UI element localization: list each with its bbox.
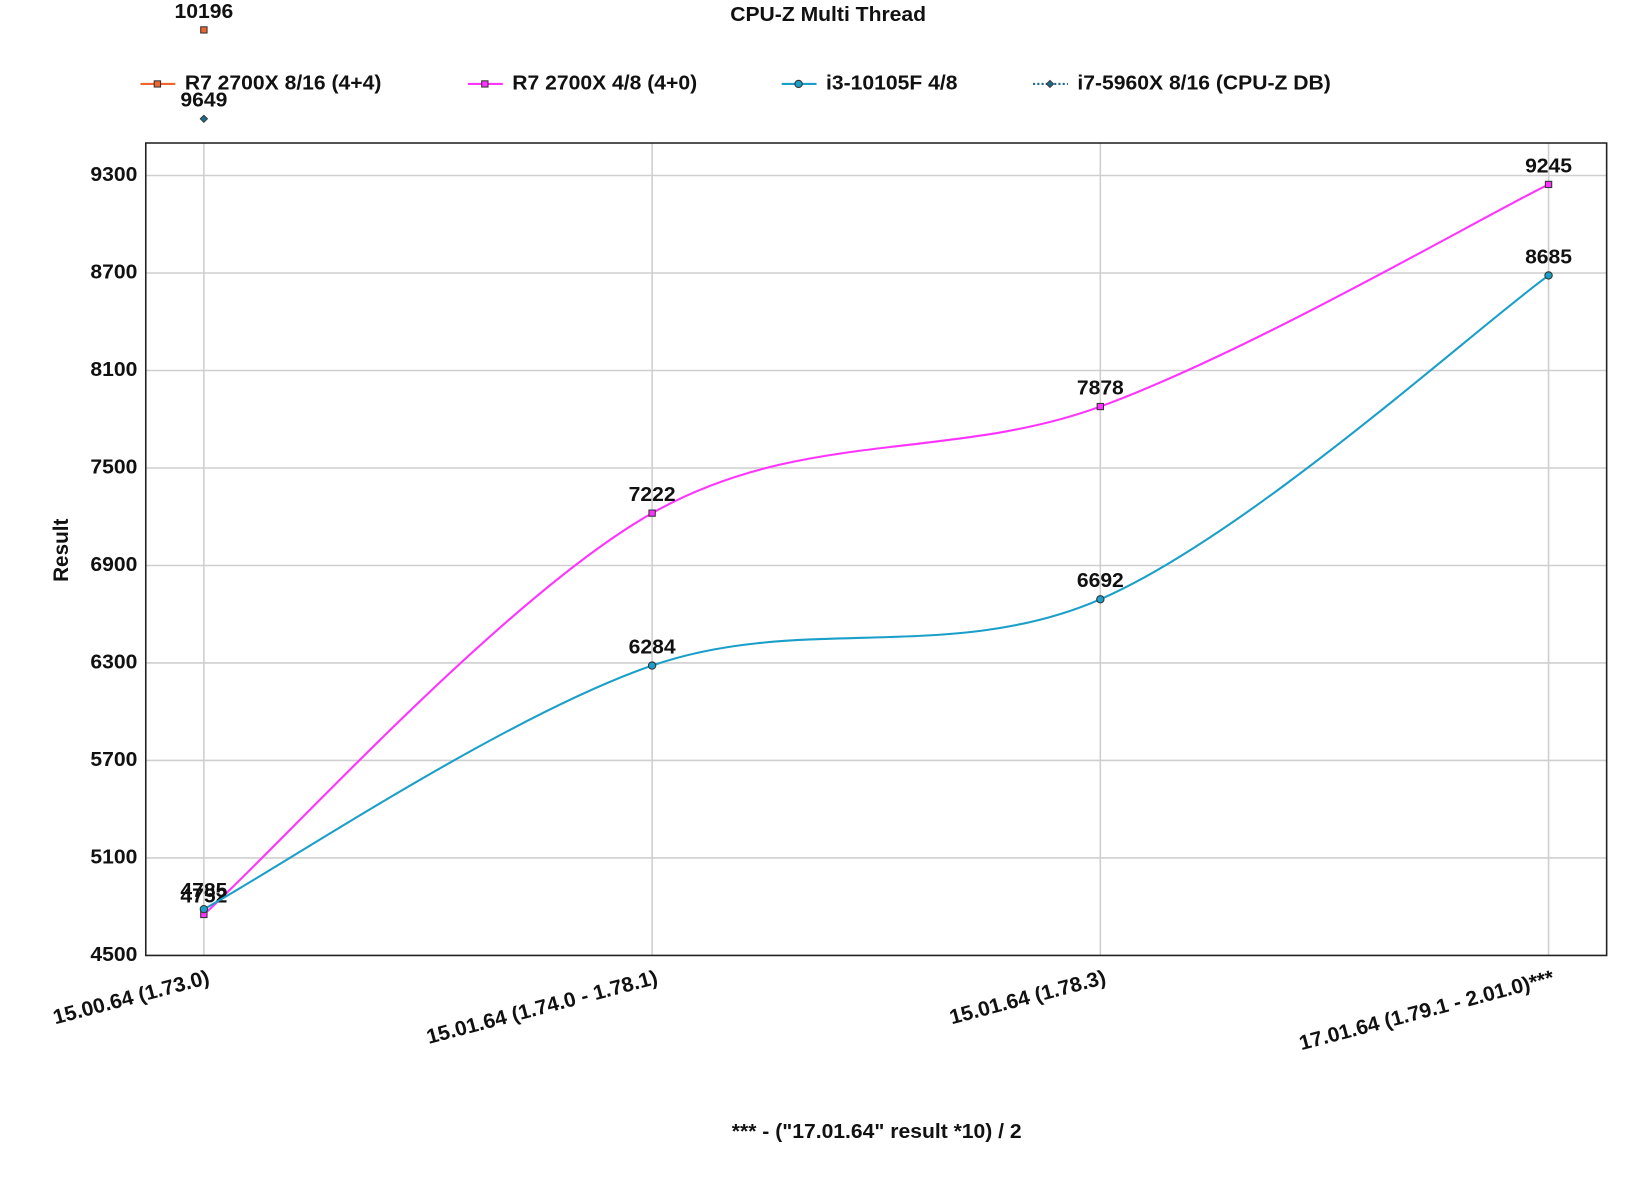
y-tick-label: 8700 bbox=[90, 261, 137, 284]
point bbox=[1544, 271, 1553, 280]
value-label: 10196 bbox=[175, 0, 234, 23]
y-tick-label: 6900 bbox=[90, 553, 137, 576]
footnote: *** - ("17.01.64" result *10) / 2 bbox=[732, 1120, 1022, 1143]
x-tick-label: 15.01.64 (1.74.0 - 1.78.1) bbox=[424, 966, 660, 1048]
y-tick-label: 8100 bbox=[90, 358, 137, 381]
y-tick-label: 5100 bbox=[90, 846, 137, 869]
point bbox=[648, 509, 656, 517]
point bbox=[794, 79, 803, 89]
x-tick-label: 15.01.64 (1.78.3) bbox=[947, 966, 1108, 1029]
y-axis-title: Result bbox=[50, 519, 73, 582]
value-label: 7222 bbox=[629, 483, 676, 506]
point bbox=[481, 80, 489, 88]
legend-label: R7 2700X 8/16 (4+4) bbox=[185, 72, 382, 95]
series-line bbox=[203, 183, 1550, 916]
value-label: 4785 bbox=[180, 879, 227, 902]
value-label: 9245 bbox=[1525, 154, 1572, 177]
point bbox=[199, 114, 209, 124]
y-tick-label: 6300 bbox=[90, 651, 137, 674]
point bbox=[1045, 79, 1055, 89]
point bbox=[1096, 402, 1105, 411]
plot-frame bbox=[144, 142, 1608, 957]
value-label: 6692 bbox=[1077, 569, 1124, 592]
legend-label: i3-10105F 4/8 bbox=[826, 72, 957, 95]
value-label: 7878 bbox=[1077, 377, 1124, 400]
y-tick-label: 4500 bbox=[90, 943, 137, 966]
point bbox=[153, 80, 162, 88]
value-label: 9649 bbox=[180, 89, 227, 112]
y-tick-label: 5700 bbox=[90, 748, 137, 771]
point bbox=[1096, 595, 1105, 604]
legend-label: i7-5960X 8/16 (CPU-Z DB) bbox=[1077, 72, 1330, 95]
point bbox=[647, 661, 657, 670]
y-tick-label: 7500 bbox=[90, 456, 137, 479]
y-tick-label: 9300 bbox=[90, 163, 137, 186]
series-line bbox=[203, 274, 1550, 911]
point bbox=[199, 904, 209, 914]
x-tick-label: 15.00.64 (1.73.0) bbox=[51, 966, 212, 1029]
point bbox=[1544, 180, 1553, 189]
value-label: 8685 bbox=[1525, 245, 1572, 268]
legend-label: R7 2700X 4/8 (4+0) bbox=[512, 72, 697, 95]
point bbox=[200, 26, 208, 34]
chart-title: CPU-Z Multi Thread bbox=[730, 3, 926, 26]
x-tick-label: 17.01.64 (1.79.1 - 2.01.0)*** bbox=[1297, 966, 1558, 1055]
value-label: 6284 bbox=[629, 636, 676, 659]
